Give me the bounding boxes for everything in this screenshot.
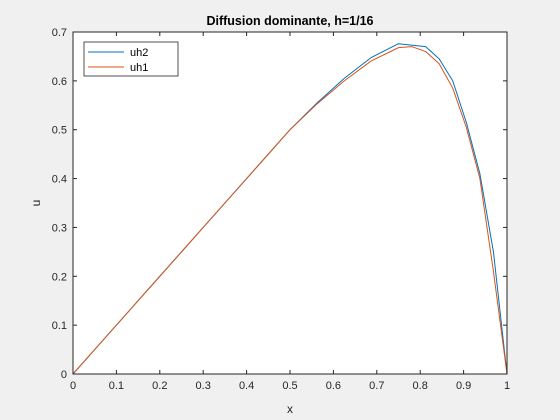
axes-background [73,32,507,374]
x-tick-label: 0.7 [369,380,384,392]
y-tick-label: 0.4 [52,174,67,186]
x-tick-label: 0.9 [456,380,471,392]
ticks-layer: 0 0.1 0.2 0.3 0.4 0.5 0.6 0.7 0.8 0.9 1 0 0.1 0.2 0.3 0… [52,27,510,392]
y-axis-label: u [29,200,43,207]
y-tick-label: 0.6 [52,76,67,88]
chart-title: Diffusion dominante, h=1/16 [206,14,373,28]
x-tick-label: 0.8 [413,380,428,392]
legend: uh2 uh1 [83,41,179,77]
legend-label-uh2: uh2 [130,47,148,59]
x-tick-label: 1 [504,380,510,392]
x-tick-label: 0.2 [152,380,167,392]
series-layer [72,43,508,375]
y-tick-label: 0.2 [52,271,67,283]
y-tick-label: 0 [61,369,67,381]
legend-label-uh1: uh1 [130,62,148,74]
x-tick-label: 0.1 [109,380,124,392]
x-tick-label: 0.5 [282,380,297,392]
y-tick-label: 0.7 [52,27,67,39]
axes-box [72,31,508,375]
y-tick-label: 0.5 [52,125,67,137]
x-tick-label: 0 [70,380,76,392]
x-axis-label: x [287,402,293,416]
x-tick-label: 0.6 [326,380,341,392]
x-tick-label: 0.3 [196,380,211,392]
y-tick-label: 0.1 [52,320,67,332]
y-tick-label: 0.3 [52,222,67,234]
series-line-uh1 [72,46,508,375]
x-tick-label: 0.4 [239,380,254,392]
legend-box [83,41,179,77]
